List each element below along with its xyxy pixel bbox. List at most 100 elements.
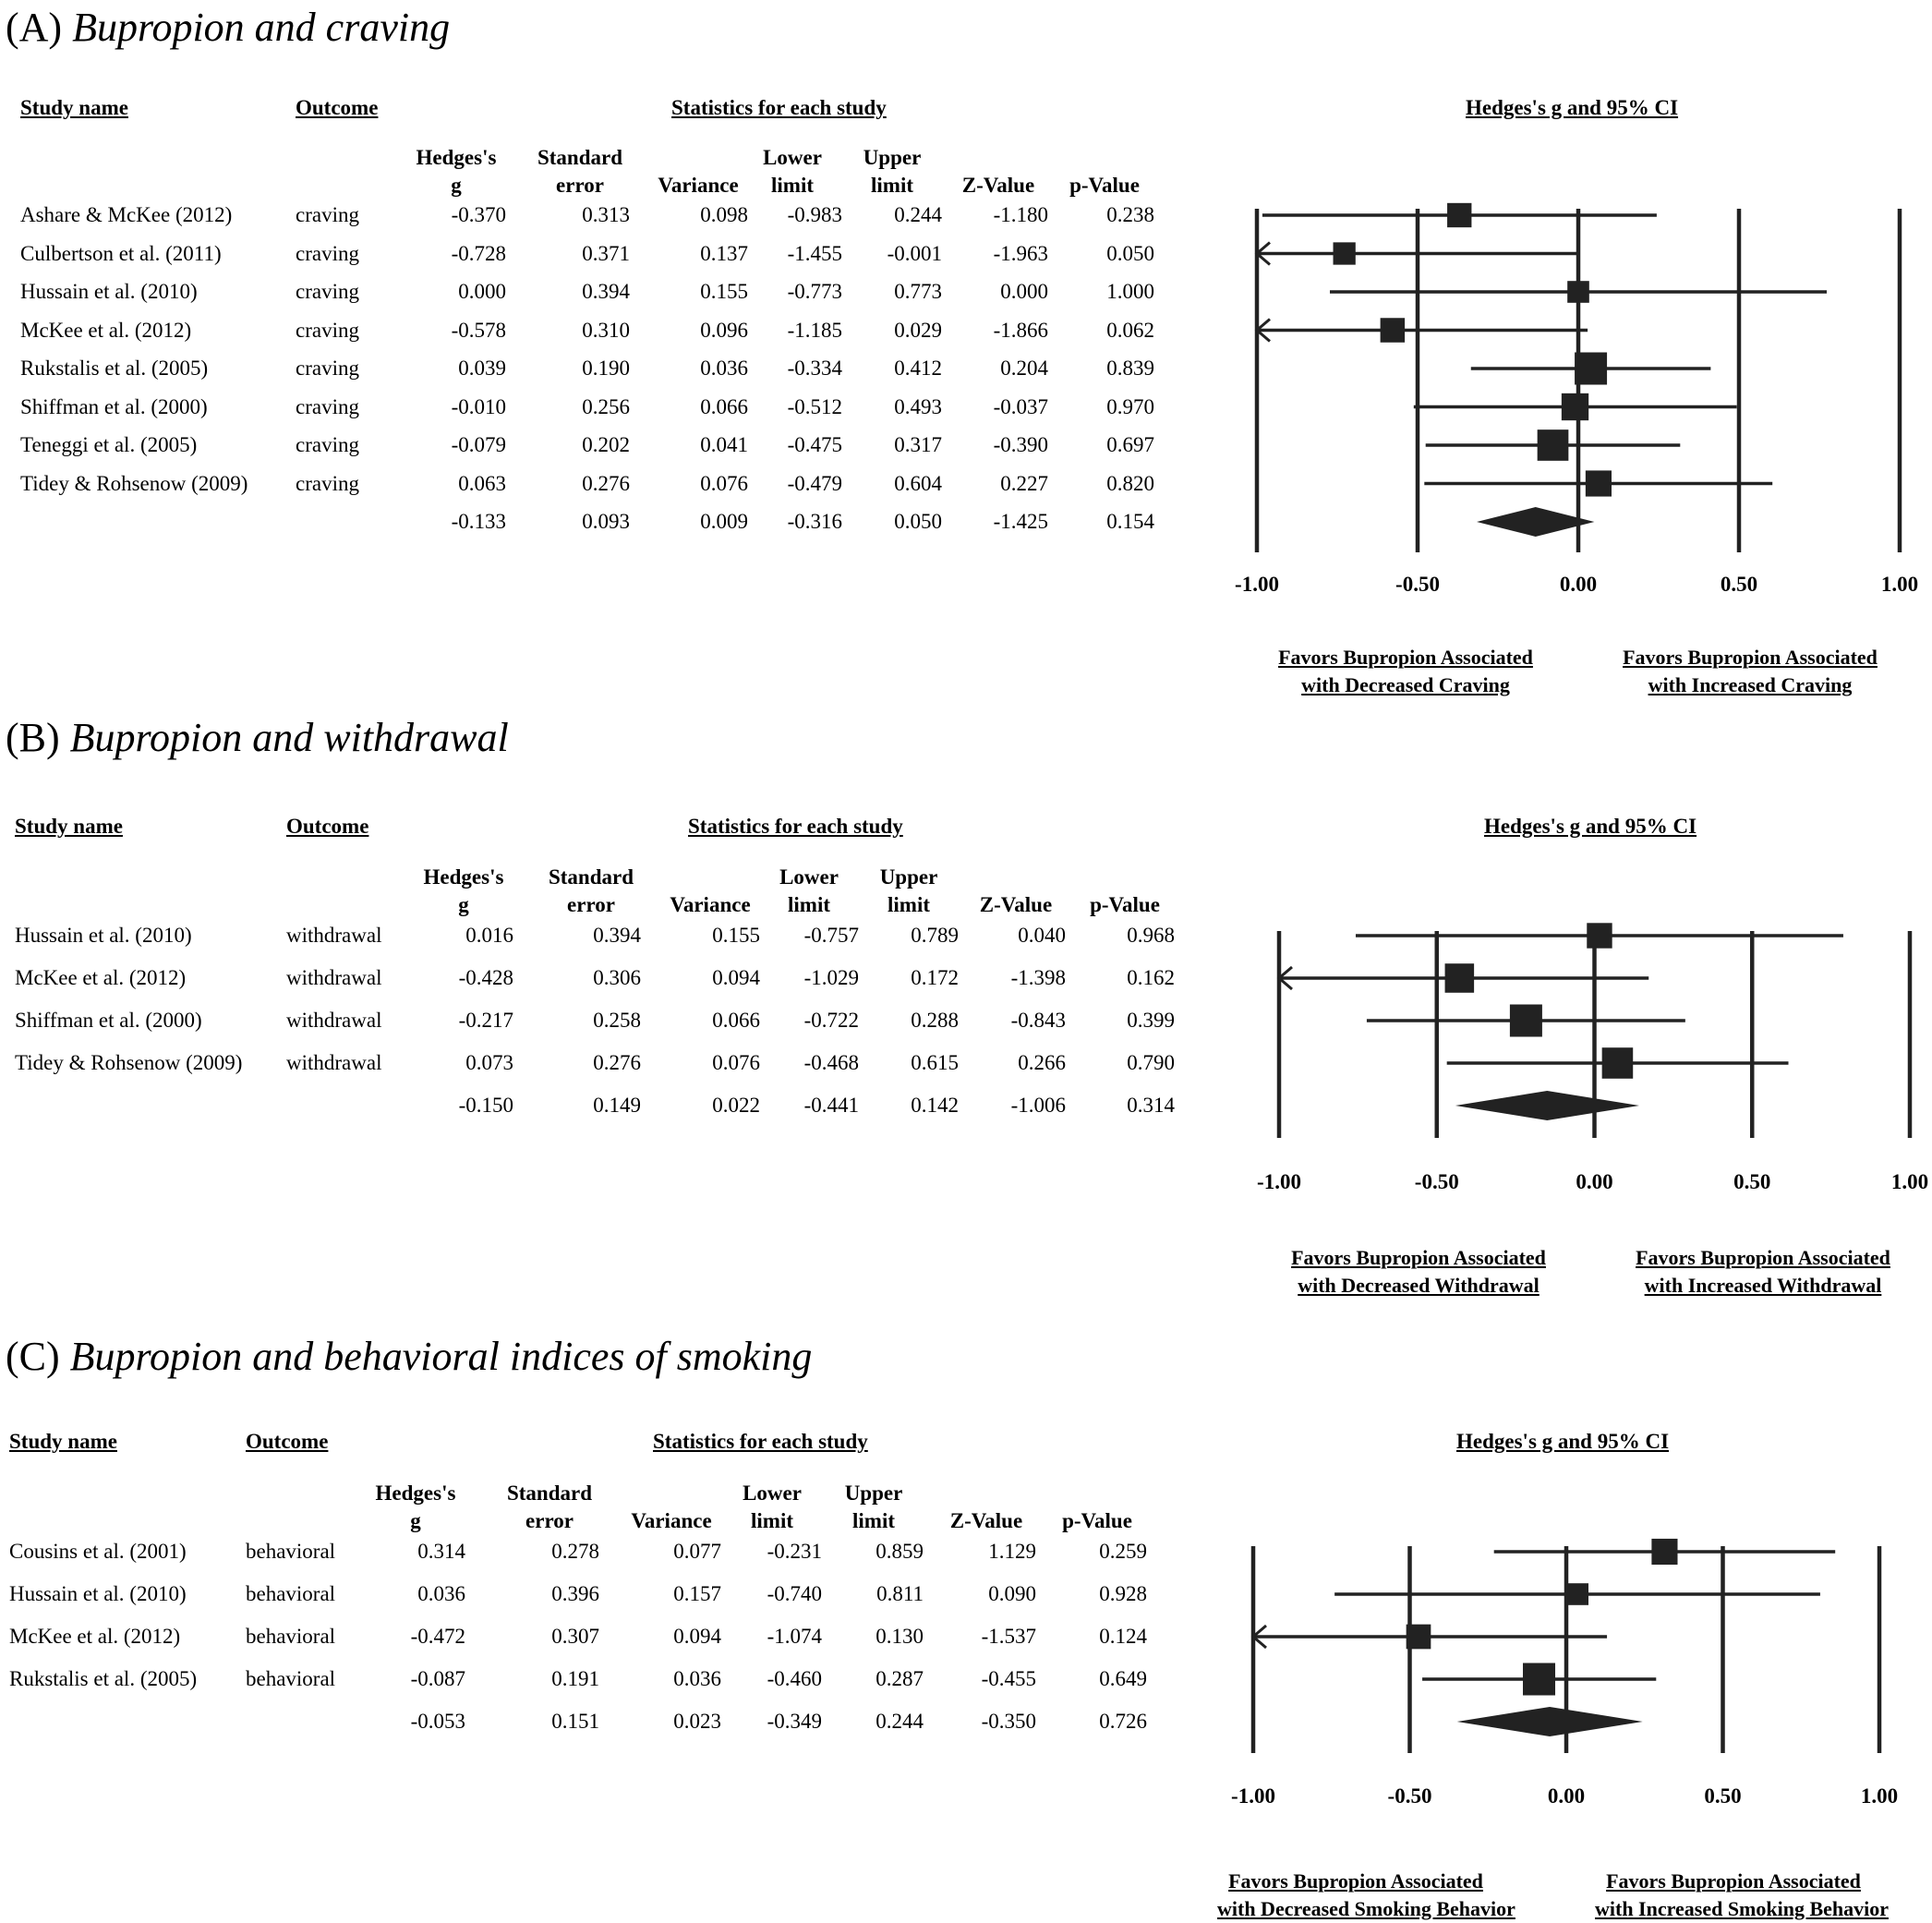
outcome-header: Outcome xyxy=(246,1430,329,1453)
column-header-p-value: p-Value xyxy=(1049,144,1160,200)
z-value-cell: -1.537 xyxy=(981,1625,1036,1648)
favors-increased-label: Favors Bupropion Associated with Increase… xyxy=(1595,1868,1889,1923)
column-header-p-value: p-Value xyxy=(1042,1480,1153,1535)
upper-limit-cell: 0.615 xyxy=(911,1051,959,1074)
statistics-header: Statistics for each study xyxy=(688,815,903,838)
lower-limit-cell: -0.722 xyxy=(803,1009,859,1032)
x-tick-label: 0.50 xyxy=(1721,573,1757,596)
effect-size-square xyxy=(1561,393,1589,421)
lower-limit-cell: -0.983 xyxy=(787,203,842,226)
summary-p-value-cell: 0.154 xyxy=(1106,510,1154,533)
summary-lower-limit-cell: -0.349 xyxy=(767,1710,822,1733)
column-header-standard-error: Standard error xyxy=(494,1480,605,1535)
upper-limit-cell: 0.288 xyxy=(911,1009,959,1032)
hedges-g-cell: 0.016 xyxy=(465,924,513,947)
summary-variance-cell: 0.022 xyxy=(712,1094,760,1117)
variance-cell: 0.157 xyxy=(673,1582,721,1605)
outcome-cell: craving xyxy=(296,241,359,265)
hedges-g-cell: -0.472 xyxy=(410,1625,465,1648)
hedges-g-cell: -0.578 xyxy=(451,318,506,342)
z-value-cell: -1.180 xyxy=(993,203,1048,226)
column-header-line1: Upper xyxy=(863,146,922,169)
upper-limit-cell: 0.317 xyxy=(894,433,942,456)
favors-increased-line: Favors Bupropion Associated xyxy=(1623,646,1878,669)
z-value-cell: 0.266 xyxy=(1018,1051,1066,1074)
column-header-line1: Upper xyxy=(879,865,938,889)
z-value-cell: -0.455 xyxy=(981,1667,1036,1690)
effect-size-square xyxy=(1380,318,1406,343)
column-header-z-value: Z-Value xyxy=(931,1480,1042,1535)
plot-header: Hedges's g and 95% CI xyxy=(1484,815,1697,838)
p-value-cell: 0.259 xyxy=(1099,1540,1147,1563)
favors-increased-line: with Increased Craving xyxy=(1648,673,1853,696)
column-header-variance: Variance xyxy=(616,1480,727,1535)
summary-lower-limit-cell: -0.441 xyxy=(803,1094,859,1117)
summary-hedges-g-cell: -0.053 xyxy=(410,1710,465,1733)
upper-limit-cell: 0.789 xyxy=(911,924,959,947)
favors-decreased-line: Favors Bupropion Associated xyxy=(1228,1869,1483,1893)
favors-increased-label: Favors Bupropion Associated with Increase… xyxy=(1624,1244,1902,1300)
favors-decreased-label: Favors Bupropion Associated with Decrease… xyxy=(1267,644,1544,699)
study-name: McKee et al. (2012) xyxy=(9,1625,181,1648)
column-header-upper-limit: Upper limit xyxy=(818,1480,929,1535)
lower-limit-cell: -1.185 xyxy=(787,318,842,342)
column-header-line1: Standard xyxy=(537,146,623,169)
effect-size-square xyxy=(1537,429,1569,461)
upper-limit-cell: 0.604 xyxy=(894,471,942,495)
outcome-cell: behavioral xyxy=(246,1582,336,1605)
upper-limit-cell: 0.412 xyxy=(894,357,942,380)
standard-error-cell: 0.310 xyxy=(582,318,630,342)
summary-hedges-g-cell: -0.150 xyxy=(458,1094,513,1117)
summary-z-value-cell: -1.425 xyxy=(993,510,1048,533)
column-header-line1: Standard xyxy=(548,865,634,889)
panel-label: (A) xyxy=(6,5,63,50)
standard-error-cell: 0.371 xyxy=(582,241,630,265)
z-value-cell: -1.398 xyxy=(1010,966,1066,989)
lower-limit-cell: -1.029 xyxy=(803,966,859,989)
effect-size-square xyxy=(1585,470,1612,497)
z-value-cell: 0.040 xyxy=(1018,924,1066,947)
column-header-line1: Upper xyxy=(844,1482,903,1505)
variance-cell: 0.096 xyxy=(700,318,748,342)
p-value-cell: 0.970 xyxy=(1106,394,1154,418)
column-header-line2: limit xyxy=(852,1509,895,1532)
study-name: Shiffman et al. (2000) xyxy=(15,1009,202,1032)
p-value-cell: 0.839 xyxy=(1106,357,1154,380)
variance-cell: 0.066 xyxy=(712,1009,760,1032)
column-header-line2: p-Value xyxy=(1062,1509,1132,1532)
study-name: Rukstalis et al. (2005) xyxy=(20,357,209,380)
x-tick-label: -0.50 xyxy=(1415,1170,1459,1193)
p-value-cell: 1.000 xyxy=(1106,280,1154,303)
standard-error-cell: 0.202 xyxy=(582,433,630,456)
column-header-z-value: Z-Value xyxy=(943,144,1054,200)
column-header-line1: Standard xyxy=(506,1482,593,1505)
lower-limit-cell: -1.455 xyxy=(787,241,842,265)
hedges-g-cell: -0.079 xyxy=(451,433,506,456)
column-header-hedges-g: Hedges's g xyxy=(401,144,512,200)
outcome-cell: behavioral xyxy=(246,1667,336,1690)
hedges-g-cell: -0.370 xyxy=(451,203,506,226)
column-header-line1: Hedges's xyxy=(423,865,504,889)
upper-limit-cell: -0.001 xyxy=(887,241,942,265)
column-header-upper-limit: Upper limit xyxy=(853,864,964,919)
hedges-g-cell: 0.000 xyxy=(458,280,506,303)
lower-limit-cell: -0.757 xyxy=(803,924,859,947)
variance-cell: 0.066 xyxy=(700,394,748,418)
upper-limit-cell: 0.287 xyxy=(875,1667,924,1690)
favors-increased-line: Favors Bupropion Associated xyxy=(1606,1869,1861,1893)
column-header-line2: limit xyxy=(871,174,913,197)
panel-title: (A) Bupropion and craving xyxy=(6,4,450,51)
favors-decreased-label: Favors Bupropion Associated with Decrease… xyxy=(1217,1868,1515,1923)
hedges-g-cell: -0.428 xyxy=(458,966,513,989)
standard-error-cell: 0.256 xyxy=(582,394,630,418)
effect-size-square xyxy=(1567,281,1589,303)
study-name: Hussain et al. (2010) xyxy=(15,924,192,947)
outcome-cell: withdrawal xyxy=(286,1051,382,1074)
summary-diamond xyxy=(1477,507,1595,537)
p-value-cell: 0.968 xyxy=(1127,924,1175,947)
p-value-cell: 0.162 xyxy=(1127,966,1175,989)
hedges-g-cell: 0.073 xyxy=(465,1051,513,1074)
column-header-hedges-g: Hedges's g xyxy=(408,864,519,919)
standard-error-cell: 0.307 xyxy=(551,1625,599,1648)
